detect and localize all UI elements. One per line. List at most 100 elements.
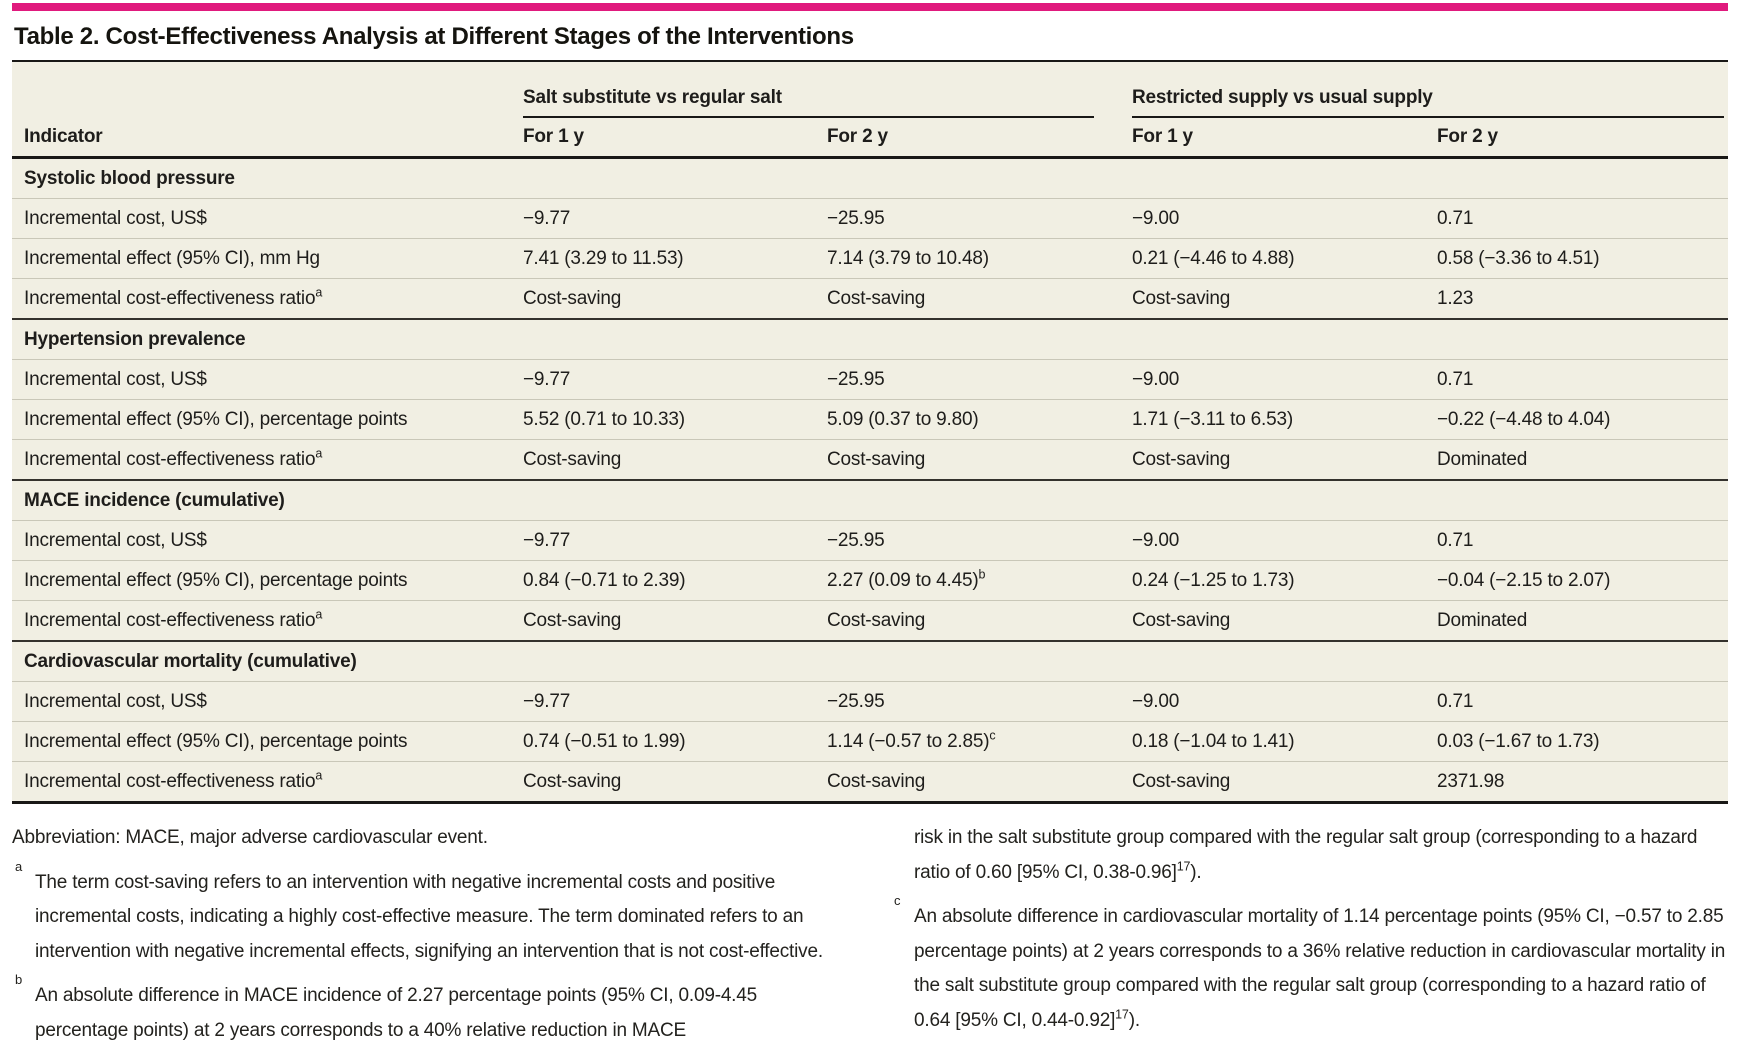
cell-value: 0.84 (−0.71 to 2.39): [519, 560, 823, 601]
section-header-row: Hypertension prevalence: [12, 318, 1728, 360]
column-group-label: Restricted supply vs usual supply: [1132, 87, 1433, 108]
cell-value: 7.14 (3.79 to 10.48): [823, 238, 1129, 279]
section-header-row: Cardiovascular mortality (cumulative): [12, 640, 1728, 682]
cell-value: Dominated: [1433, 600, 1728, 641]
superscript-marker: a: [315, 768, 323, 783]
table-row: Incremental effect (95% CI), percentage …: [12, 721, 1728, 762]
row-label: Incremental effect (95% CI), percentage …: [12, 399, 519, 440]
row-label: Incremental cost-effectiveness ratioa: [12, 600, 519, 641]
column-header-for-2y-salt: For 2 y: [823, 118, 1129, 159]
table-row: Incremental effect (95% CI), percentage …: [12, 399, 1728, 440]
cell-value: 1.23: [1433, 278, 1728, 319]
column-group-spacer: [12, 62, 519, 118]
section-header-row: Systolic blood pressure: [12, 158, 1728, 199]
cell-value: −9.77: [519, 681, 823, 722]
superscript-marker: a: [315, 285, 323, 300]
footnote: a The term cost-saving refers to an inter…: [15, 858, 823, 962]
row-label: Incremental effect (95% CI), percentage …: [12, 721, 519, 762]
cell-value: 0.21 (−4.46 to 4.88): [1128, 238, 1434, 279]
footnotes: Abbreviation: MACE, major adverse cardio…: [12, 821, 1728, 1058]
cell-value: 0.18 (−1.04 to 1.41): [1128, 721, 1434, 762]
table-row: Incremental effect (95% CI), mm Hg 7.41 (…: [12, 238, 1728, 279]
column-header-indicator: Indicator: [12, 118, 519, 159]
cell-value: 5.52 (0.71 to 10.33): [519, 399, 823, 440]
cell-value: Cost-saving: [519, 600, 823, 641]
table-row: Incremental cost-effectiveness ratioa Cos…: [12, 600, 1728, 641]
title-rule: [12, 60, 1728, 62]
table-row: Incremental cost-effectiveness ratioa Cos…: [12, 278, 1728, 319]
footnote: b An absolute difference in MACE incidenc…: [15, 972, 757, 1041]
section-header-row: MACE incidence (cumulative): [12, 479, 1728, 521]
cell-value: 1.71 (−3.11 to 6.53): [1128, 399, 1434, 440]
row-label: Incremental cost-effectiveness ratioa: [12, 278, 519, 319]
cell-value: Cost-saving: [519, 439, 823, 480]
cell-value: Cost-saving: [1128, 600, 1434, 641]
superscript-marker: a: [315, 446, 323, 461]
column-group-salt-substitute: Salt substitute vs regular salt: [519, 62, 1128, 118]
cell-value: 0.03 (−1.67 to 1.73): [1433, 721, 1728, 762]
reference-superscript: 17: [1176, 859, 1191, 874]
column-group-restricted-supply: Restricted supply vs usual supply: [1128, 62, 1728, 118]
table-body: Systolic blood pressure Incremental cost,…: [12, 158, 1728, 803]
cell-value: 0.58 (−3.36 to 4.51): [1433, 238, 1728, 279]
cell-value: 2371.98: [1433, 761, 1728, 803]
footnotes-right-column: risk in the salt substitute group compar…: [891, 821, 1728, 1058]
cell-value: 0.71: [1433, 681, 1728, 722]
cell-value: 0.24 (−1.25 to 1.73): [1128, 560, 1434, 601]
cell-value: −25.95: [823, 681, 1129, 722]
cell-value: −25.95: [823, 359, 1129, 400]
table-row: Incremental cost, US$ −9.77 −25.95 −9.00 0.7…: [12, 681, 1728, 722]
cell-value: −0.04 (−2.15 to 2.07): [1433, 560, 1728, 601]
cell-value: Cost-saving: [1128, 761, 1434, 803]
cell-value: −9.00: [1128, 520, 1434, 561]
row-label: Incremental cost, US$: [12, 198, 519, 239]
cell-value: −9.77: [519, 520, 823, 561]
cell-value: 7.41 (3.29 to 11.53): [519, 238, 823, 279]
row-label: Incremental effect (95% CI), percentage …: [12, 560, 519, 601]
column-header-for-1y-restricted: For 1 y: [1128, 118, 1434, 159]
superscript-marker: c: [989, 728, 996, 743]
table-row: Incremental cost, US$ −9.77 −25.95 −9.00 0.7…: [12, 198, 1728, 239]
superscript-marker: b: [978, 567, 986, 582]
cell-value: Cost-saving: [823, 600, 1129, 641]
cell-value: Cost-saving: [1128, 439, 1434, 480]
row-label: Incremental cost, US$: [12, 520, 519, 561]
cell-value: 1.14 (−0.57 to 2.85)c: [823, 721, 1129, 762]
cell-value: Cost-saving: [823, 439, 1129, 480]
cell-value: 0.71: [1433, 359, 1728, 400]
footnote-abbreviation: Abbreviation: MACE, major adverse cardio…: [12, 827, 488, 848]
cell-value: Cost-saving: [823, 278, 1129, 319]
cell-value: −9.00: [1128, 198, 1434, 239]
accent-bar: [12, 3, 1728, 11]
section-header: Cardiovascular mortality (cumulative): [12, 640, 1728, 682]
column-header-for-1y-salt: For 1 y: [519, 118, 823, 159]
table-header: Salt substitute vs regular salt Restrict…: [12, 62, 1728, 159]
column-group-label: Salt substitute vs regular salt: [523, 87, 782, 108]
table-row: Incremental effect (95% CI), percentage …: [12, 560, 1728, 601]
row-label: Incremental cost-effectiveness ratioa: [12, 439, 519, 480]
cell-value: 2.27 (0.09 to 4.45)b: [823, 560, 1129, 601]
cell-value: 0.74 (−0.51 to 1.99): [519, 721, 823, 762]
cell-value: −9.00: [1128, 681, 1434, 722]
cell-value: −25.95: [823, 198, 1129, 239]
cell-value: −0.22 (−4.48 to 4.04): [1433, 399, 1728, 440]
cell-value: 0.71: [1433, 520, 1728, 561]
reference-superscript: 17: [1115, 1007, 1129, 1022]
section-header: Systolic blood pressure: [24, 167, 235, 189]
row-label: Incremental cost, US$: [12, 681, 519, 722]
table-row: Incremental cost-effectiveness ratioa Cos…: [12, 761, 1728, 803]
cell-value: Cost-saving: [1128, 278, 1434, 319]
row-label: Incremental cost-effectiveness ratioa: [12, 761, 519, 803]
column-header-row: Indicator For 1 y For 2 y For 1 y For 2 …: [12, 118, 1728, 159]
cell-value: −25.95: [823, 520, 1129, 561]
cell-value: 5.09 (0.37 to 9.80): [823, 399, 1129, 440]
cell-value: Cost-saving: [519, 761, 823, 803]
column-header-for-2y-restricted: For 2 y: [1433, 118, 1728, 159]
table-title: Table 2. Cost-Effectiveness Analysis at …: [14, 23, 854, 50]
row-label: Incremental effect (95% CI), mm Hg: [12, 238, 519, 279]
cell-value: −9.77: [519, 198, 823, 239]
cell-value: −9.00: [1128, 359, 1434, 400]
table-row: Incremental cost, US$ −9.77 −25.95 −9.00 0.7…: [12, 520, 1728, 561]
column-group-row: Salt substitute vs regular salt Restrict…: [12, 62, 1728, 118]
footnote: c An absolute difference in cardiovascula…: [894, 893, 1726, 1031]
